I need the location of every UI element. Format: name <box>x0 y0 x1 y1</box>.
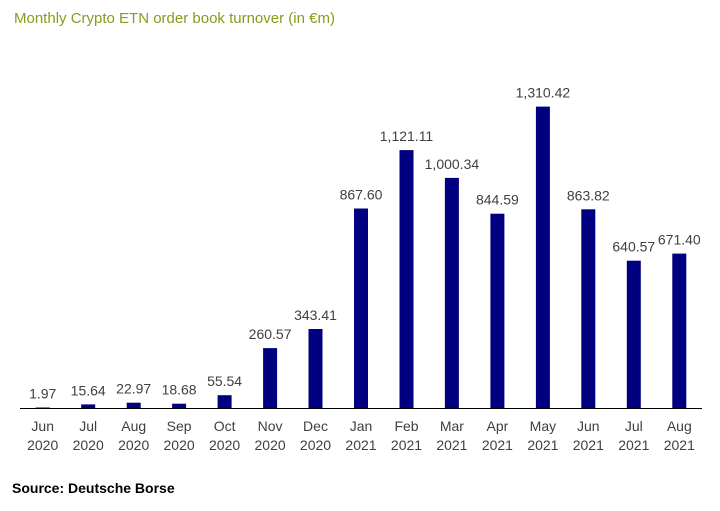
x-tick-label-13-month: Jul <box>625 418 643 434</box>
x-tick-label-14-month: Aug <box>667 418 692 434</box>
x-tick-label-0-month: Jun <box>31 418 54 434</box>
bar-11 <box>535 106 550 408</box>
data-label-14: 671.40 <box>658 232 701 248</box>
bars-layer <box>35 106 687 408</box>
x-tick-label-4-month: Oct <box>214 418 236 434</box>
data-label-1: 15.64 <box>71 382 106 398</box>
x-tick-label-9-month: Mar <box>440 418 464 434</box>
x-tick-label-11-year: 2021 <box>527 437 558 453</box>
x-tick-label-12-month: Jun <box>577 418 600 434</box>
x-tick-label-6-month: Dec <box>303 418 328 434</box>
x-tick-label-9-year: 2021 <box>436 437 467 453</box>
data-label-7: 867.60 <box>340 187 383 203</box>
x-tick-label-12-year: 2021 <box>573 437 604 453</box>
x-tick-label-8-year: 2021 <box>391 437 422 453</box>
x-tick-label-5-month: Nov <box>258 418 283 434</box>
x-tick-label-4-year: 2020 <box>209 437 240 453</box>
x-tick-label-13-year: 2021 <box>618 437 649 453</box>
data-label-3: 18.68 <box>162 382 197 398</box>
data-label-4: 55.54 <box>207 373 242 389</box>
x-tick-label-7-year: 2021 <box>345 437 376 453</box>
x-tick-label-0-year: 2020 <box>27 437 58 453</box>
bar-1 <box>81 404 96 408</box>
data-label-11: 1,310.42 <box>516 85 571 101</box>
x-tick-label-11-month: May <box>530 418 556 434</box>
data-label-2: 22.97 <box>116 381 151 397</box>
bar-6 <box>308 329 323 408</box>
data-label-8: 1,121.11 <box>380 128 434 144</box>
x-tick-label-10-month: Apr <box>487 418 509 434</box>
bar-12 <box>581 209 596 408</box>
bar-2 <box>126 402 141 408</box>
bar-7 <box>354 208 368 408</box>
data-label-0: 1.97 <box>29 386 56 402</box>
bar-14 <box>672 253 687 408</box>
x-tick-label-8-month: Feb <box>394 418 418 434</box>
data-label-12: 863.82 <box>567 187 610 203</box>
bar-9 <box>444 177 459 408</box>
x-tick-label-3-month: Sep <box>167 418 192 434</box>
x-tick-label-2-month: Aug <box>121 418 146 434</box>
x-tick-label-1-month: Jul <box>79 418 97 434</box>
bar-4 <box>217 395 232 408</box>
bar-0 <box>35 407 50 408</box>
bar-3 <box>172 403 187 408</box>
bar-5 <box>263 348 278 408</box>
data-label-5: 260.57 <box>249 326 292 342</box>
x-tick-labels-layer: Jun 2020 Jul 2020 Aug 2020 Sep 2020 Oct 2020 Nov 20… <box>27 418 695 453</box>
bar-8 <box>399 150 414 408</box>
chart-title: Monthly Crypto ETN order book turnover (… <box>14 10 335 27</box>
data-label-9: 1,000.34 <box>425 156 480 172</box>
source-note: Source: Deutsche Borse <box>12 480 175 496</box>
data-label-6: 343.41 <box>294 307 337 323</box>
x-tick-label-3-year: 2020 <box>164 437 195 453</box>
x-tick-label-7-month: Jan <box>350 418 373 434</box>
x-tick-label-10-year: 2021 <box>482 437 513 453</box>
x-tick-label-6-year: 2020 <box>300 437 331 453</box>
x-tick-label-1-year: 2020 <box>73 437 104 453</box>
data-label-10: 844.59 <box>476 192 519 208</box>
x-tick-label-14-year: 2021 <box>664 437 695 453</box>
x-tick-label-5-year: 2020 <box>255 437 286 453</box>
bar-13 <box>626 260 641 408</box>
x-tick-label-2-year: 2020 <box>118 437 149 453</box>
data-label-13: 640.57 <box>612 239 655 255</box>
bar-10 <box>490 213 505 408</box>
